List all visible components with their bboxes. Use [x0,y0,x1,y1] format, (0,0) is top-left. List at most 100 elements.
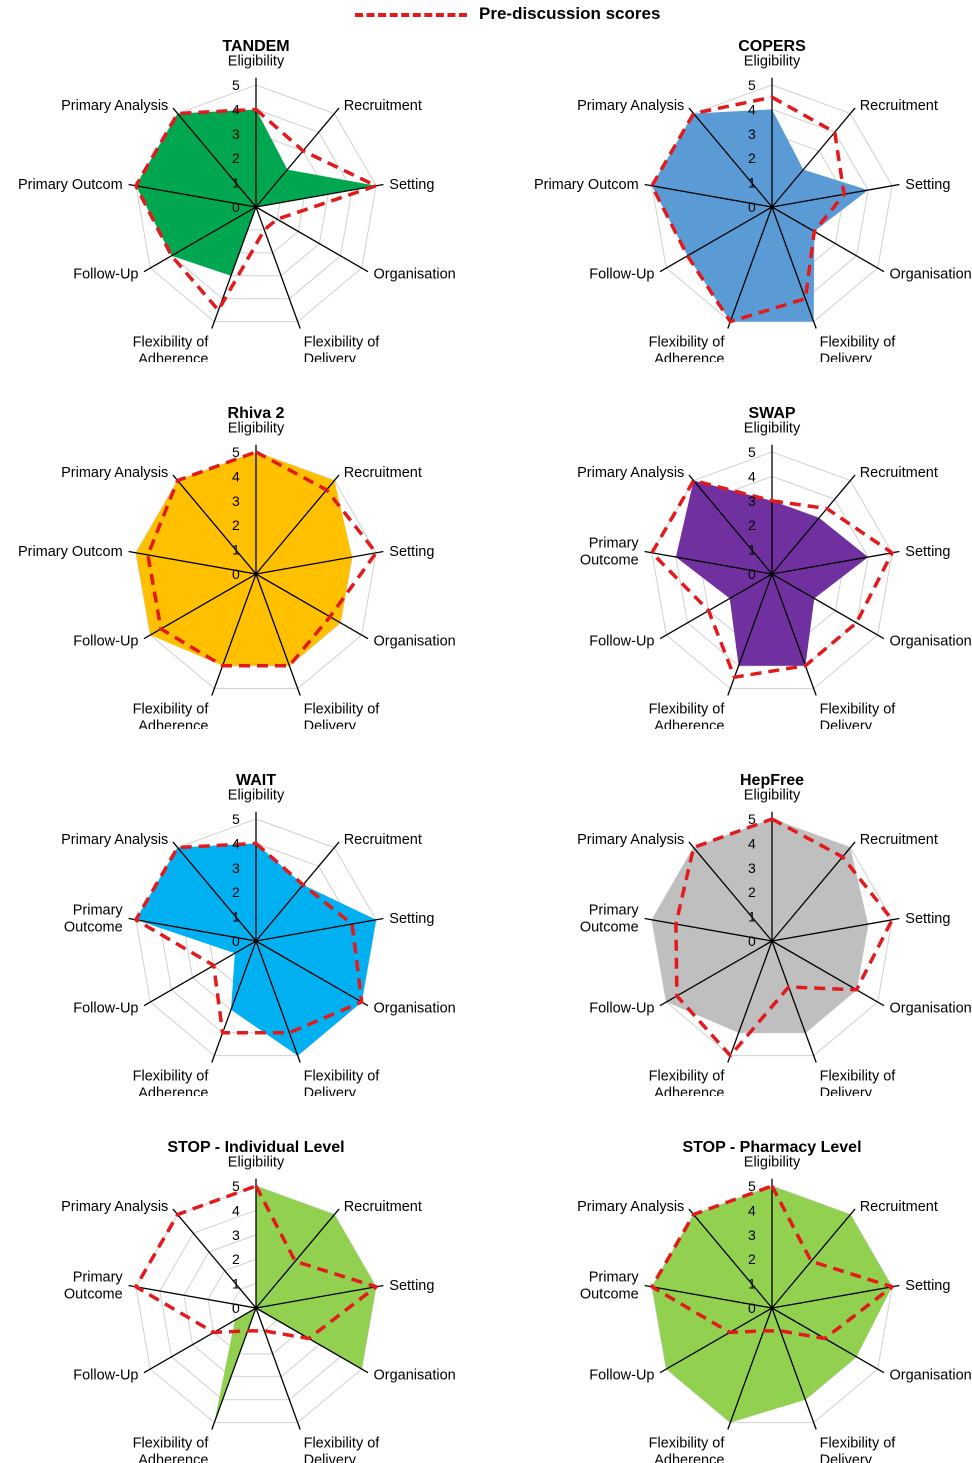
axis-spoke [255,1307,301,1430]
tick-label: 5 [232,811,240,827]
axis-spoke [128,550,257,575]
tick-label: 3 [748,126,756,142]
axis-spoke [211,940,257,1063]
axis-label: Follow-Up [73,1001,138,1017]
axis-label: Setting [389,544,434,560]
tick-label: 2 [232,150,240,166]
axis-spoke [172,1208,257,1309]
legend-label: Pre-discussion scores [479,4,661,23]
tick-label: 4 [748,101,756,117]
tick-label: 0 [232,566,240,582]
axis-spoke [644,917,773,942]
tick-label: 0 [748,1300,756,1316]
tick-label: 0 [748,566,756,582]
axis-label: Setting [905,544,950,560]
pre-discussion-line [134,841,364,1035]
grid-ring [651,818,893,1057]
legend-dashed-line [355,13,467,17]
axis-label: Organisation [890,1368,972,1384]
tick-label: 5 [232,444,240,460]
axis-label: Organisation [890,1001,972,1017]
radar-svg: HepFree 0 1 2 3 4 5 Eligibility Recruitment Setti… [577,772,972,1096]
axis-label: Flexibility of Delivery [304,334,381,362]
axis-label: Primary Analysis [61,465,168,481]
tick-label: 4 [232,835,240,851]
axis-spoke [771,1307,885,1374]
axis-label: Follow-Up [589,634,654,650]
radar-chart-1: COPERS 0 1 2 3 4 5 Eligibility Recruitment Settin… [516,0,972,362]
axis-label: Primary Outcome [64,1269,124,1302]
axis-label: Flexibility of Delivery [304,701,381,729]
axis-spoke [255,1307,369,1374]
radar-svg: STOP - Pharmacy Level 0 1 2 3 4 5 Eligibility Re… [577,1139,972,1463]
axis-spoke [644,550,773,575]
axis-label: Recruitment [860,1199,938,1215]
axis-label: Flexibility of Adherence [133,1068,210,1096]
radar-chart-6: STOP - Individual Level 0 1 2 3 4 5 Eligibility… [0,1101,486,1463]
axis-spoke [644,183,773,208]
axis-label: Follow-Up [589,1368,654,1384]
axis-spoke [211,206,257,329]
pre-discussion-line [134,1184,378,1341]
radar-svg: Rhiva 2 0 1 2 3 4 5 Eligibility Recruitment Setti… [18,405,456,729]
tick-label: 5 [748,1178,756,1194]
radar-chart-4: WAIT 0 1 2 3 4 5 Eligibility Recruitment Setting O… [0,734,486,1096]
tick-label: 5 [232,1178,240,1194]
axis-spoke [255,940,301,1063]
axis-spoke [771,573,885,640]
axis-spoke [771,107,856,208]
axis-spoke [771,206,885,273]
grid-ring [135,451,377,690]
tick-label: 2 [748,1251,756,1267]
tick-label: 3 [748,860,756,876]
axis-label: Flexibility of Adherence [649,1435,726,1463]
pre-discussion-line [134,107,378,312]
axis-spoke [255,573,301,696]
axis-label: Follow-Up [73,634,138,650]
radar-chart-7: STOP - Pharmacy Level 0 1 2 3 4 5 Eligibility Re… [516,1101,972,1463]
axis-label: Organisation [374,1001,456,1017]
tick-label: 0 [232,1300,240,1316]
chart-title: TANDEM [222,38,289,55]
axis-label: Primary Analysis [61,832,168,848]
axis-spoke [771,940,885,1007]
tick-label: 3 [232,126,240,142]
axis-label: Recruitment [344,832,422,848]
axis-label: Flexibility of Delivery [820,1435,897,1463]
tick-label: 2 [232,517,240,533]
axis-label: Recruitment [344,98,422,114]
axis-spoke [644,1284,773,1309]
axis-spoke [771,573,817,696]
axis-label: Eligibility [228,421,285,437]
tick-label: 2 [748,884,756,900]
axis-spoke [255,206,301,329]
axis-label: Primary Analysis [577,832,684,848]
axis-spoke [688,474,773,575]
tick-label: 0 [232,199,240,215]
axis-label: Eligibility [744,1155,801,1171]
axis-label: Primary Outcom [534,177,639,193]
axis-label: Primary Outcome [64,902,124,935]
axis-spoke [255,940,369,1007]
axis-label: Primary Analysis [577,1199,684,1215]
axis-label: Eligibility [228,54,285,70]
tick-label: 3 [748,1227,756,1243]
axis-spoke [771,183,900,208]
axis-label: Flexibility of Delivery [304,1068,381,1096]
axis-label: Flexibility of Delivery [820,701,897,729]
radar-svg: WAIT 0 1 2 3 4 5 Eligibility Recruitment Setting O… [61,772,456,1096]
radar-chart-3: SWAP 0 1 2 3 4 5 Eligibility Recruitment Setting O… [516,367,972,729]
axis-label: Flexibility of Adherence [133,1435,210,1463]
axis-label: Flexibility of Adherence [133,701,210,729]
axis-spoke [128,917,257,942]
tick-label: 2 [748,517,756,533]
tick-label: 5 [748,444,756,460]
tick-label: 4 [748,468,756,484]
axis-spoke [143,206,257,273]
tick-label: 1 [748,542,756,558]
axis-spoke [727,940,773,1063]
axis-spoke [211,573,257,696]
tick-label: 1 [232,909,240,925]
axis-label: Setting [905,911,950,927]
